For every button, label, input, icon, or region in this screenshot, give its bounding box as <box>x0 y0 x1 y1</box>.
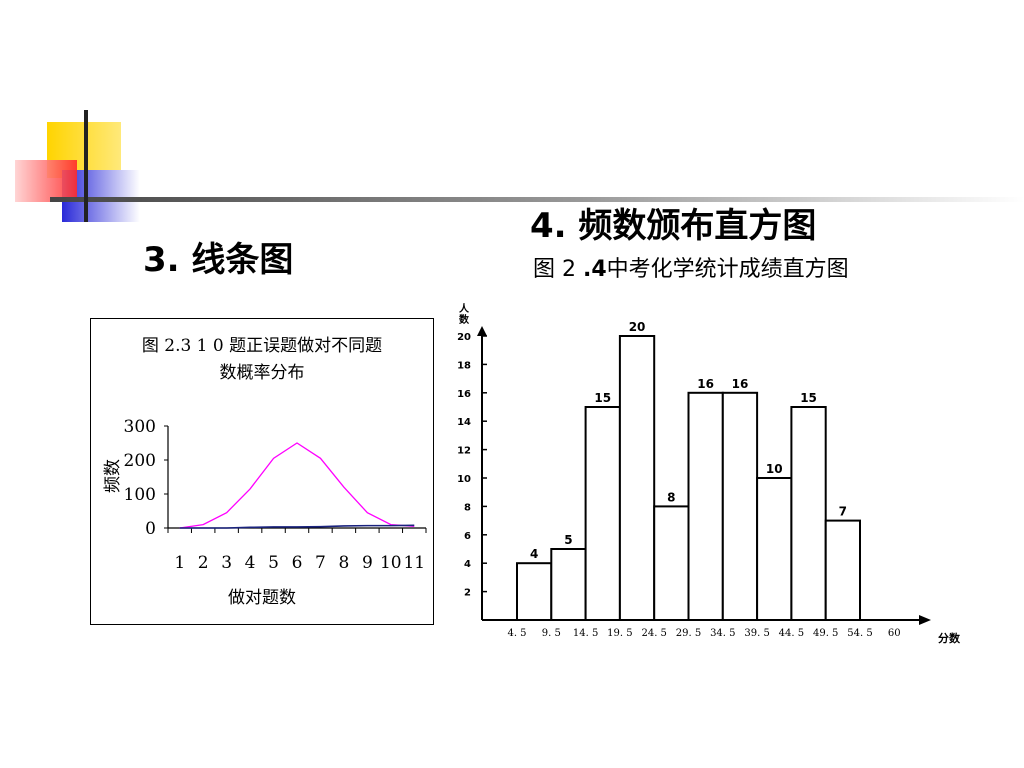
histogram-bar-label: 8 <box>667 490 675 504</box>
header-decoration <box>15 110 1024 222</box>
title-line-chart: 3. 线条图 <box>143 240 294 280</box>
line-xtick-label: 9 <box>362 553 373 573</box>
histogram-bar <box>550 548 587 621</box>
line-series-1 <box>179 442 415 529</box>
histogram-bar <box>618 335 656 621</box>
line-xtick-label: 2 <box>198 553 209 573</box>
line-ytick-label: 200 <box>124 451 156 471</box>
histogram-caption: 图 2 .4中考化学统计成绩直方图 <box>533 251 849 283</box>
line-chart-series <box>179 442 415 529</box>
histogram-xtick-label: 54. 5 <box>847 628 872 639</box>
line-xtick-label: 1 <box>174 553 185 573</box>
title-histogram: 4. 频数颁布直方图 <box>530 206 817 246</box>
histogram-bar-label: 5 <box>564 533 572 547</box>
red-square <box>15 160 77 202</box>
line-chart-axes <box>167 426 426 529</box>
histogram-ytick-label: 16 <box>457 389 471 400</box>
histogram-xtick-label: 39. 5 <box>744 628 769 639</box>
histogram-xtick-label: 29. 5 <box>676 628 701 639</box>
histogram-bar-label: 16 <box>732 377 749 391</box>
histogram-y-arrow <box>477 326 487 336</box>
line-xtick-label: 7 <box>315 553 326 573</box>
histogram-ylabel: 人数 <box>459 302 470 326</box>
line-ytick-label: 300 <box>124 417 156 437</box>
header-rule <box>50 197 1024 202</box>
line-xtick-label: 5 <box>268 553 279 573</box>
histogram-xlabel: 分数 <box>938 631 961 645</box>
caption-prefix: 图 2 <box>533 257 583 282</box>
histogram-ytick-label: 14 <box>457 417 471 428</box>
line-series-2 <box>179 524 415 529</box>
line-chart-title-1: 图 2.3 1 0 题正误题做对不同题 <box>142 336 382 356</box>
histogram-xtick-label: 49. 5 <box>813 628 838 639</box>
histogram-bar <box>824 519 862 622</box>
histogram-ytick-label: 10 <box>457 474 471 485</box>
histogram-bar <box>790 406 827 621</box>
line-ytick-label: 0 <box>145 519 156 539</box>
histogram-ylabel-char: 人 <box>459 302 470 315</box>
histogram-bar-label: 15 <box>800 391 817 405</box>
histogram-bar-label: 16 <box>697 377 714 391</box>
histogram-xtick-label: 14. 5 <box>573 628 598 639</box>
histogram-xtick-label: 34. 5 <box>710 628 735 639</box>
line-xtick-label: 10 <box>380 553 402 573</box>
histogram-xtick-label: 24. 5 <box>641 628 666 639</box>
histogram-ytick-label: 18 <box>457 360 471 371</box>
histogram-bar <box>516 562 553 622</box>
histogram-bar-labels: 4 5 15 20 8 16 16 10 15 7 <box>530 320 847 561</box>
line-chart-xticks: 1 2 3 4 5 6 7 8 9 10 11 <box>167 528 427 573</box>
line-chart-xlabel: 做对题数 <box>228 588 296 608</box>
histogram-xticks: 4. 5 9. 5 14. 5 19. 5 24. 5 29. 5 34. 5 39. 5 44… <box>507 628 900 639</box>
histogram-bar-label: 4 <box>530 547 538 561</box>
line-chart-title-2: 数概率分布 <box>220 363 305 383</box>
histogram-yticks: 20 18 16 14 12 10 8 6 4 2 <box>457 332 487 599</box>
caption-number: .4 <box>582 257 607 282</box>
histogram-bar-label: 10 <box>766 462 783 476</box>
line-xtick-label: 3 <box>221 553 232 573</box>
histogram-ytick-label: 20 <box>457 332 471 343</box>
histogram-xtick-label: 9. 5 <box>542 628 561 639</box>
line-xtick-label: 4 <box>245 553 256 573</box>
line-xtick-label: 6 <box>292 553 303 573</box>
histogram-bar <box>756 477 793 621</box>
line-chart-frame <box>90 318 434 625</box>
histogram-xtick-label: 44. 5 <box>779 628 804 639</box>
line-chart-yticks: 300 200 100 0 <box>124 417 168 539</box>
line-chart-ylabel: 频数 <box>103 459 123 493</box>
histogram-ytick-label: 12 <box>457 446 471 457</box>
line-chart: 图 2.3 1 0 题正误题做对不同题 数概率分布 做对题数 频数 300 200… <box>103 336 427 608</box>
histogram-xtick-label: 4. 5 <box>507 628 526 639</box>
vertical-rule <box>84 110 88 222</box>
histogram-bar <box>653 505 690 621</box>
histogram-ylabel-char: 数 <box>459 313 470 326</box>
histogram-ytick-label: 4 <box>464 559 471 570</box>
line-ytick-label: 100 <box>124 485 156 505</box>
line-xtick-label: 8 <box>338 553 349 573</box>
histogram-bar-label: 15 <box>594 391 611 405</box>
histogram-bar-label: 20 <box>629 320 646 334</box>
histogram-bar <box>584 406 621 621</box>
histogram-x-arrow <box>919 615 931 625</box>
line-xtick-label: 11 <box>403 553 425 573</box>
histogram-xtick-label: 19. 5 <box>607 628 632 639</box>
histogram-bar <box>721 391 759 621</box>
histogram-ytick-label: 2 <box>464 588 471 599</box>
histogram-bar-label: 7 <box>839 505 847 519</box>
caption-text: 中考化学统计成绩直方图 <box>606 257 849 282</box>
histogram-ytick-label: 6 <box>464 531 471 542</box>
histogram-bars <box>516 335 862 622</box>
histogram-ytick-label: 8 <box>464 502 471 513</box>
histogram-xtick-label: 60 <box>888 628 901 639</box>
histogram-bar <box>687 391 724 621</box>
